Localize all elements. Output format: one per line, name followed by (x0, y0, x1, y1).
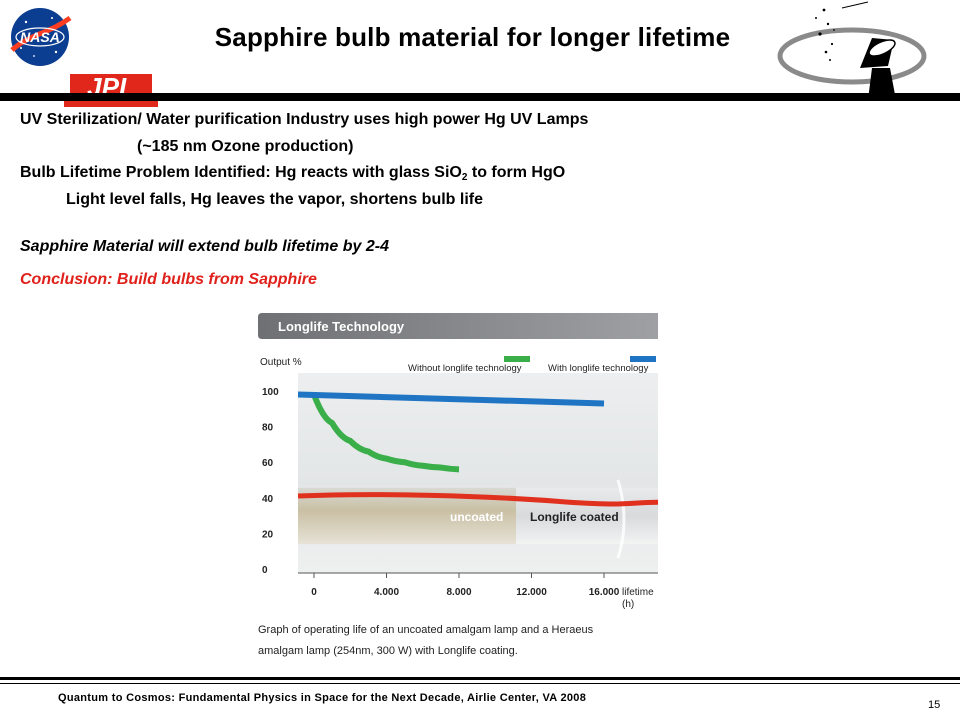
text-line-problem: Bulb Lifetime Problem Identified: Hg rea… (20, 164, 565, 183)
y-tick-label: 40 (262, 494, 274, 505)
y-tick-label: 80 (262, 423, 274, 434)
legend-swatch-without (504, 356, 530, 362)
x-axis-label-line2: (h) (622, 599, 634, 610)
longlife-graph: Longlife Technology uncoated Longlife coa… (258, 313, 660, 661)
telescope-orbit-graphic (772, 0, 932, 104)
tube-end-highlight (616, 479, 626, 559)
x-tick-label: 16.000 (589, 587, 620, 598)
text-line-ozone: (~185 nm Ozone production) (137, 138, 354, 155)
x-tick-label: 12.000 (516, 587, 547, 598)
y-tick-label: 60 (262, 458, 274, 469)
y-tick-label: 100 (262, 387, 279, 398)
y-tick-label: 0 (262, 565, 268, 576)
y-tick-label: 20 (262, 529, 274, 540)
problem-text-b: to form HgO (467, 164, 566, 181)
tube-coated-section (516, 487, 658, 545)
x-tick-label: 4.000 (374, 587, 399, 598)
y-axis-label: Output % (260, 357, 302, 368)
legend-swatch-with (630, 356, 656, 362)
text-line-industry: UV Sterilization/ Water purification Ind… (20, 111, 589, 128)
series-line-with-longlife (297, 391, 605, 407)
text-line-conclusion: Conclusion: Build bulbs from Sapphire (20, 271, 317, 288)
chart-svg: Longlife Technology uncoated Longlife coa… (258, 313, 660, 661)
chart-title: Longlife Technology (278, 319, 405, 334)
footer-divider-thin (0, 683, 960, 684)
series-line-without-longlife (311, 393, 460, 473)
problem-text-a: Bulb Lifetime Problem Identified: Hg rea… (20, 164, 462, 181)
page-number: 15 (928, 699, 941, 711)
tube-label-uncoated: uncoated (450, 510, 503, 524)
tube-label-coated: Longlife coated (530, 510, 619, 524)
lamp-tube-photo: uncoated Longlife coated (297, 479, 659, 559)
x-tick-label: 0 (311, 587, 317, 598)
nasa-logo: NASA (6, 4, 74, 70)
lamp-glow-line (297, 492, 659, 507)
header-divider (0, 93, 960, 101)
chart-caption-line2: amalgam lamp (254nm, 300 W) with Longlif… (258, 645, 518, 657)
problem-subscript: 2 (461, 172, 468, 183)
text-line-sapphire: Sapphire Material will extend bulb lifet… (20, 238, 389, 255)
text-line-light-level: Light level falls, Hg leaves the vapor, … (66, 191, 483, 208)
legend-label-without: Without longlife technology (408, 363, 522, 374)
x-tick-label: 8.000 (446, 587, 471, 598)
footer-divider-thick (0, 677, 960, 680)
page-title: Sapphire bulb material for longer lifeti… (214, 22, 731, 52)
legend-label-with: With longlife technology (548, 363, 649, 374)
chart-header-band (258, 313, 658, 339)
x-axis-label-line1: lifetime (622, 587, 654, 598)
svg-text:NASA: NASA (20, 29, 60, 45)
footer-text: Quantum to Cosmos: Fundamental Physics i… (58, 692, 587, 704)
jpl-logo: JPL (64, 72, 158, 108)
chart-caption-line1: Graph of operating life of an uncoated a… (258, 624, 594, 636)
